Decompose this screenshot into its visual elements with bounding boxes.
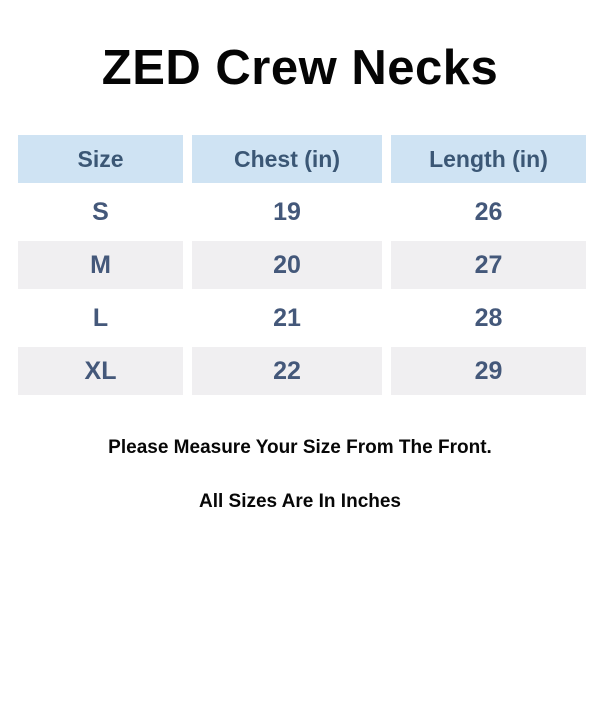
- table-cell-length-s: 26: [391, 188, 586, 236]
- table-cell-size-xl: XL: [18, 347, 183, 395]
- column-header-chest: Chest (in): [192, 135, 382, 183]
- table-cell-chest-m: 20: [192, 241, 382, 289]
- table-cell-size-l: L: [18, 294, 183, 342]
- table-cell-length-m: 27: [391, 241, 586, 289]
- page-title: ZED Crew Necks: [101, 41, 499, 95]
- size-chart-table: Size Chest (in) Length (in) S 19 26 M 20…: [18, 135, 586, 395]
- table-cell-length-l: 28: [391, 294, 586, 342]
- units-note: All Sizes Are In Inches: [198, 490, 402, 512]
- table-cell-chest-s: 19: [192, 188, 382, 236]
- measure-instruction-note: Please Measure Your Size From The Front.: [108, 437, 492, 458]
- table-cell-size-m: M: [18, 241, 183, 289]
- column-header-length: Length (in): [391, 135, 586, 183]
- table-cell-length-xl: 29: [391, 347, 586, 395]
- column-header-size: Size: [18, 135, 183, 183]
- table-cell-chest-l: 21: [192, 294, 382, 342]
- table-cell-size-s: S: [18, 188, 183, 236]
- table-cell-chest-xl: 22: [192, 347, 382, 395]
